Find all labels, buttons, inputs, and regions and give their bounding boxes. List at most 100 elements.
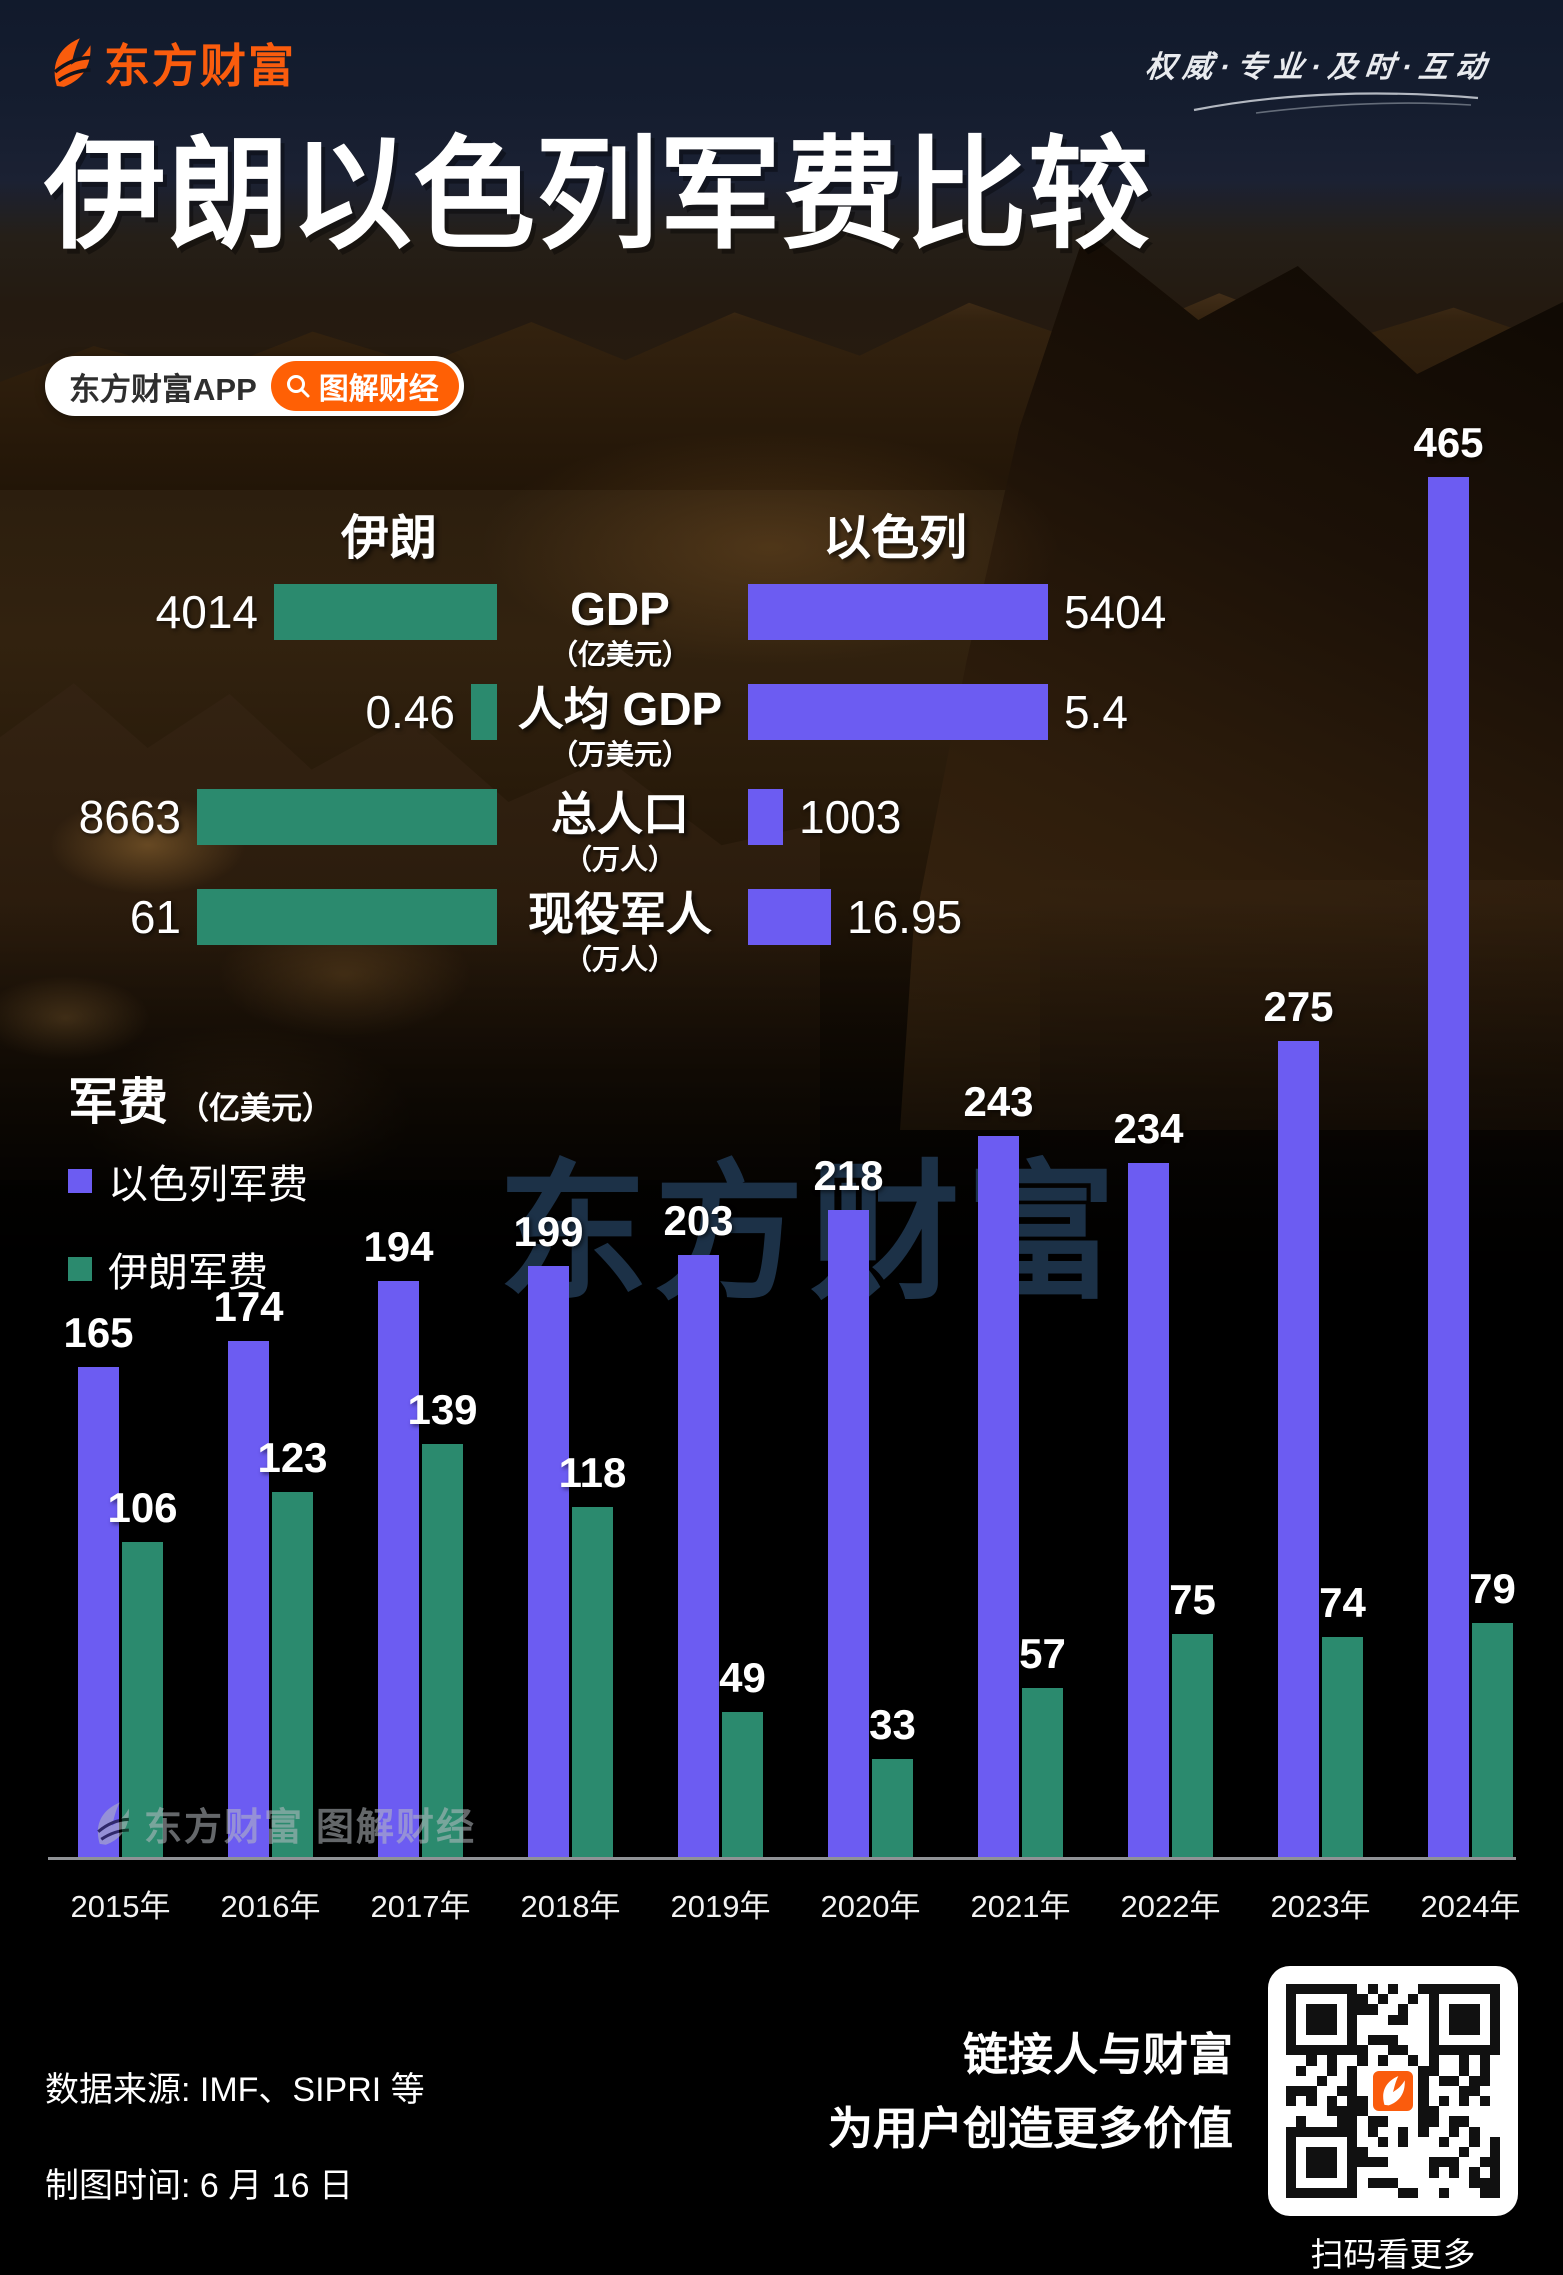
- qr-module: [1306, 2157, 1317, 2168]
- qr-module: [1459, 2055, 1470, 2066]
- qr-module: [1459, 2147, 1470, 2158]
- qr-module: [1428, 2116, 1439, 2127]
- qr-module: [1388, 1994, 1398, 2004]
- qr-module: [1388, 2157, 1398, 2167]
- qr-module: [1418, 2075, 1429, 2086]
- qr-module: [1480, 2167, 1490, 2177]
- qr-module: [1296, 2025, 1306, 2035]
- qr-module: [1377, 2136, 1388, 2148]
- iran-spend-bar: 57: [1019, 1630, 1066, 1857]
- qr-module: [1357, 2004, 1368, 2015]
- qr-module: [1388, 2055, 1398, 2065]
- bar-value-label: 243: [963, 1078, 1034, 1125]
- qr-module: [1286, 2136, 1297, 2148]
- qr-module: [1438, 2075, 1450, 2086]
- qr-module: [1449, 2157, 1460, 2168]
- qr-module: [1408, 2127, 1418, 2137]
- qr-module: [1357, 1984, 1367, 1994]
- qr-module: [1469, 2177, 1480, 2188]
- sunlit-glow: [420, 430, 1120, 690]
- qr-module: [1316, 2187, 1327, 2198]
- qr-module: [1469, 2147, 1479, 2157]
- qr-module: [1357, 2157, 1368, 2168]
- qr-module: [1439, 2015, 1449, 2025]
- qr-module: [1316, 2167, 1327, 2178]
- legend-swatch: [68, 1169, 92, 1193]
- qr-module: [1286, 2187, 1297, 2198]
- qr-module: [1357, 2188, 1367, 2198]
- qr-module: [1428, 2004, 1439, 2015]
- qr-module: [1316, 1984, 1327, 1995]
- qr-module: [1378, 2045, 1388, 2055]
- qr-module: [1439, 2025, 1449, 2035]
- qr-module: [1378, 2147, 1388, 2157]
- qr-module: [1317, 2055, 1327, 2065]
- qr-module: [1306, 2045, 1317, 2056]
- qr-module: [1378, 2025, 1388, 2035]
- qr-module: [1367, 2177, 1378, 2188]
- qr-module: [1347, 2034, 1358, 2046]
- qr-module: [1347, 2014, 1358, 2025]
- qr-module: [1306, 2066, 1316, 2076]
- qr-module: [1337, 2178, 1347, 2188]
- qr-module: [1347, 1994, 1358, 2005]
- bar-value-label: 123: [257, 1434, 328, 1481]
- chart-date: 制图时间: 6 月 16 日: [45, 2167, 353, 2205]
- qr-module: [1347, 2075, 1358, 2086]
- qr-module: [1327, 2035, 1337, 2045]
- qr-module: [1469, 2188, 1479, 2198]
- qr-module: [1286, 1994, 1297, 2005]
- qr-module: [1357, 2096, 1368, 2107]
- qr-module: [1306, 2024, 1317, 2035]
- bar-group: 218 33 2020年: [813, 1152, 920, 1924]
- eastmoney-leaf-icon: [53, 38, 91, 87]
- qr-module: [1367, 2034, 1378, 2046]
- qr-module: [1347, 2055, 1357, 2065]
- qr-module: [1286, 2116, 1296, 2126]
- qr-module: [1296, 2106, 1306, 2116]
- bar-group: 194 139 2017年: [363, 1223, 477, 1924]
- qr-module: [1377, 2157, 1388, 2168]
- qr-module: [1490, 2086, 1500, 2096]
- qr-module: [1357, 2127, 1367, 2137]
- qr-module: [1418, 2137, 1428, 2147]
- israel-value: 5404: [1064, 586, 1167, 638]
- qr-module: [1317, 2096, 1327, 2106]
- qr-module: [1490, 2055, 1500, 2065]
- qr-module: [1306, 2116, 1316, 2126]
- qr-module: [1357, 2116, 1367, 2126]
- qr-module: [1286, 2126, 1297, 2137]
- qr-module: [1317, 1994, 1327, 2004]
- bar-group: 199 118 2018年: [513, 1208, 626, 1924]
- qr-module: [1480, 2025, 1490, 2035]
- qr-module: [1418, 2167, 1428, 2177]
- qr-module: [1429, 2178, 1439, 2188]
- qr-module: [1490, 2106, 1500, 2116]
- qr-module: [1459, 2096, 1470, 2107]
- qr-module: [1347, 2116, 1358, 2127]
- legend-label: 伊朗军费: [108, 1251, 268, 1295]
- qr-module: [1418, 2188, 1428, 2198]
- qr-module: [1377, 2034, 1388, 2046]
- qr-module: [1388, 2137, 1398, 2147]
- qr-module: [1459, 2106, 1469, 2116]
- iran-value: 61: [129, 891, 181, 943]
- qr-module: [1296, 2045, 1307, 2056]
- qr-module: [1286, 2034, 1297, 2046]
- qr-module: [1438, 1984, 1450, 1995]
- qr-module: [1326, 2055, 1337, 2066]
- qr-module: [1428, 2065, 1439, 2076]
- qr-module: [1286, 2147, 1297, 2158]
- qr-module: [1306, 2137, 1316, 2147]
- qr-module: [1296, 2065, 1307, 2076]
- iran-value: 4014: [155, 586, 258, 638]
- qr-module: [1449, 2045, 1460, 2056]
- qr-module: [1336, 2045, 1348, 2056]
- qr-module: [1398, 2116, 1408, 2126]
- qr-module: [1480, 2106, 1490, 2116]
- comparison-row: 8663 总人口 （万人） 1003: [0, 788, 1563, 875]
- qr-module: [1489, 1984, 1500, 1995]
- qr-module: [1357, 2106, 1368, 2117]
- qr-module: [1408, 2157, 1418, 2167]
- row-label: GDP （亿美元）: [480, 580, 760, 672]
